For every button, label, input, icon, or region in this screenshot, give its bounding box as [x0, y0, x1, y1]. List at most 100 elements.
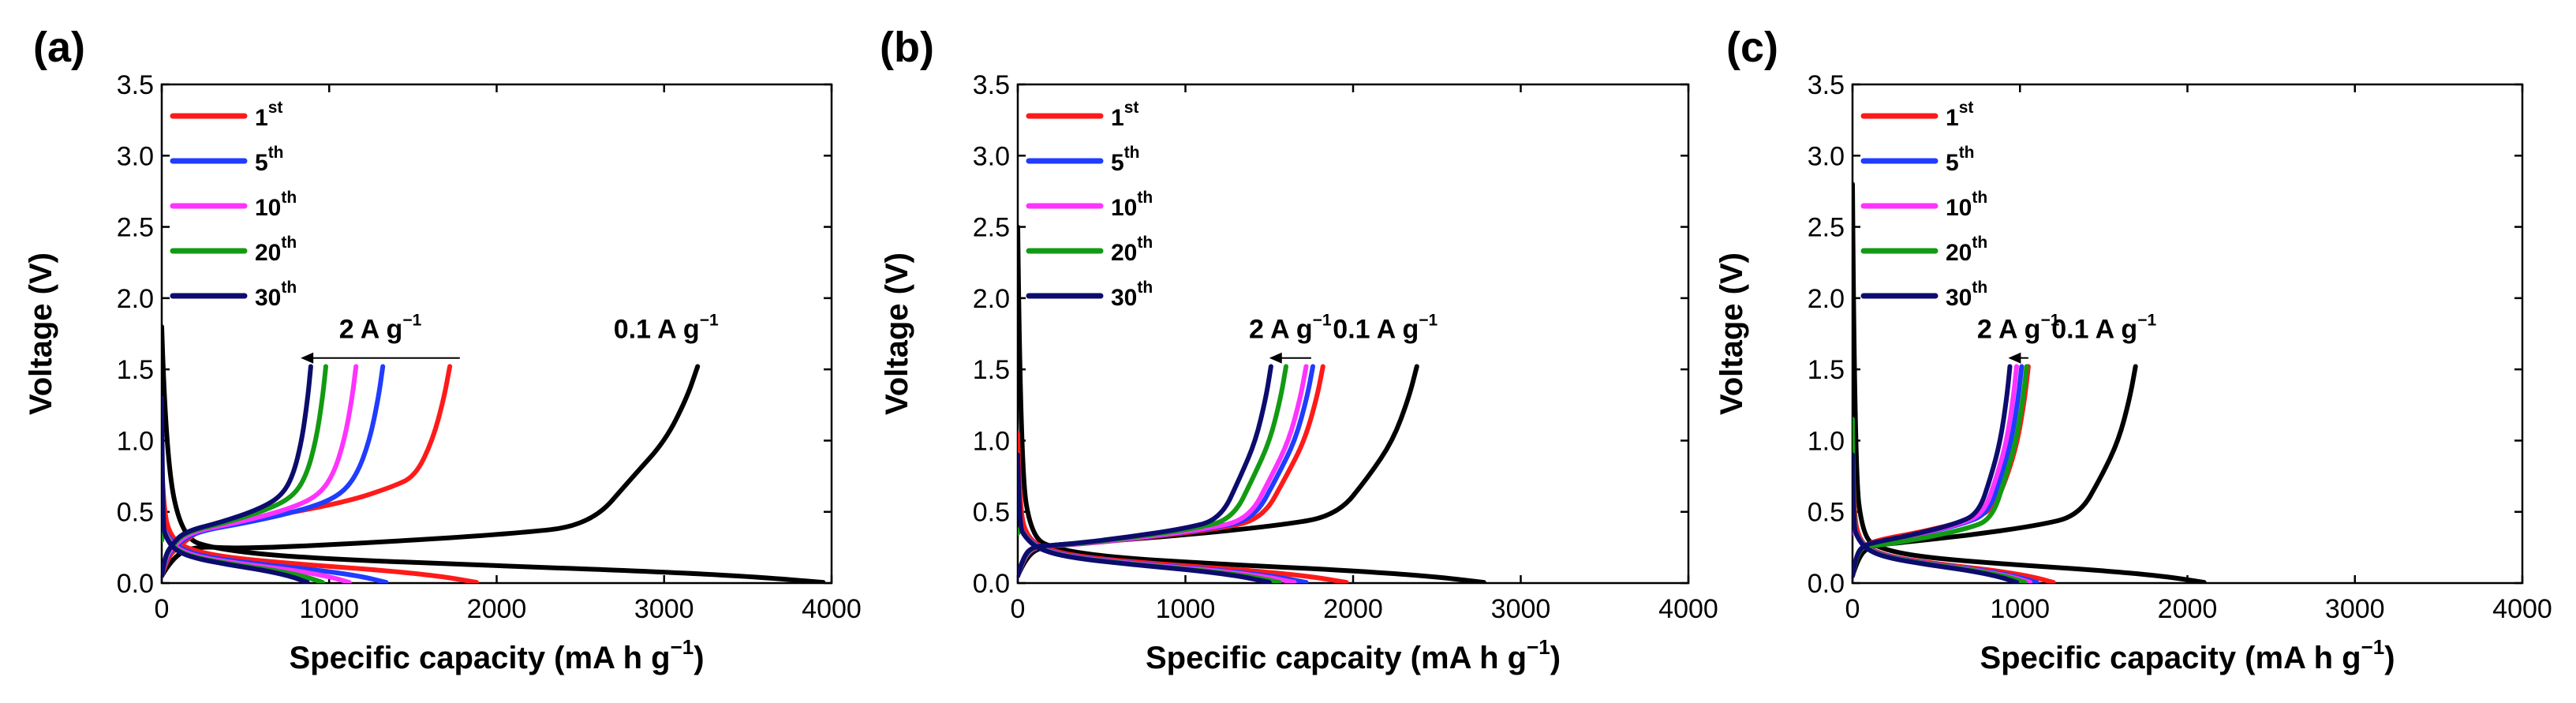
legend-entry-sup: th	[1124, 144, 1140, 162]
legend-entry: 30th	[1111, 279, 1153, 311]
x-tick-label: 2000	[467, 594, 527, 624]
legend-entry-text: 30	[1111, 285, 1137, 311]
x-tick-label: 0	[155, 594, 170, 624]
rate-label-2A: 2 A g−1	[1249, 311, 1332, 344]
panel-a: (a) 0 1000 2000 3000 4000 0.0 0.5 1.0 1.5 2.0 2.5 3.…	[24, 24, 862, 675]
rate-arrow-head	[1269, 352, 1282, 364]
charge-curve-30th	[162, 364, 313, 578]
legend-entry: 5th	[255, 144, 284, 176]
legend-entry-text: 5	[255, 150, 268, 176]
legend-entry-text: 1	[1111, 105, 1124, 131]
legend-entry-text: 30	[255, 285, 281, 311]
y-tick-label: 0.0	[973, 569, 1010, 599]
y-tick-label: 1.5	[1808, 355, 1845, 385]
discharge-curve-0-1-a-g-1	[1853, 181, 2207, 583]
x-axis-title-text: Specific capcaity (mA h g	[1146, 641, 1527, 675]
x-tick-label: 3000	[634, 594, 694, 624]
legend-entry: 20th	[1111, 234, 1153, 266]
panel-b: (b) 0 1000 2000 3000 4000 0.0 0.5 1.0 1.5 2.0 2.5 3.…	[880, 24, 1718, 675]
legend-entry: 10th	[255, 189, 297, 221]
legend-entry-sup: th	[281, 189, 297, 207]
legend-entry-sup: th	[281, 234, 297, 252]
legend-entry-sup: th	[281, 279, 297, 297]
x-tick-label: 1000	[299, 594, 359, 624]
rate-label-0.1A: 0.1 A g−1	[2051, 311, 2156, 344]
discharge-curve-0-1-a-g-1	[1018, 224, 1486, 583]
rate-label-0.1A-text: 0.1 A g	[614, 314, 700, 344]
x-axis-title-text: Specific capacity (mA h g	[1980, 641, 2361, 675]
x-axis-title-text: Specific capacity (mA h g	[289, 641, 670, 675]
y-tick-label: 3.5	[117, 70, 154, 100]
legend-entry-sup: st	[268, 99, 283, 117]
charge-curve-0-1-a-g-1	[162, 364, 701, 578]
panel-letter: (b)	[880, 24, 934, 71]
legend-entry-sup: st	[1959, 99, 1974, 117]
legend-entry: 30th	[255, 279, 297, 311]
legend-entry: 1st	[1111, 99, 1138, 131]
y-tick-label: 3.5	[973, 70, 1010, 100]
y-tick-label: 1.0	[117, 426, 154, 456]
legend-entry: 5th	[1946, 144, 1975, 176]
legend-entry-sup: st	[1124, 99, 1139, 117]
y-tick-label: 3.0	[117, 141, 154, 171]
charge-curve-30th	[1853, 364, 2013, 578]
legend-entry: 5th	[1111, 144, 1140, 176]
x-tick-label: 0	[1845, 594, 1860, 624]
y-tick-label: 3.0	[973, 141, 1010, 171]
rate-label-0.1A: 0.1 A g−1	[1333, 311, 1438, 344]
legend-entry-text: 20	[255, 240, 281, 266]
legend-entry: 30th	[1946, 279, 1987, 311]
x-tick-label: 1000	[1156, 594, 1216, 624]
y-tick-label: 0.5	[973, 498, 1010, 528]
curves	[1853, 181, 2207, 583]
x-axis-title-close: )	[2384, 641, 2395, 675]
y-tick-label: 2.5	[1808, 213, 1845, 243]
x-tick-label: 0	[1011, 594, 1026, 624]
x-axis-title: Specific capacity (mA h g−1)	[1980, 635, 2395, 675]
legend-entry-sup: th	[1972, 279, 1987, 297]
legend-entry-sup: th	[1137, 189, 1153, 207]
y-tick-label: 1.0	[973, 426, 1010, 456]
legend-entry: 20th	[1946, 234, 1987, 266]
legend-entry: 1st	[255, 99, 282, 131]
y-tick-label: 0.0	[117, 569, 154, 599]
x-tick-label: 1000	[1990, 594, 2050, 624]
legend-entry-text: 10	[1111, 195, 1137, 221]
legend-entry-text: 5	[1111, 150, 1124, 176]
x-axis-title-close: )	[694, 641, 704, 675]
x-axis-title-close: )	[1550, 641, 1561, 675]
rate-label-0.1A-sup: −1	[700, 311, 719, 329]
panel-letter: (a)	[33, 24, 85, 71]
discharge-curve-30th	[1018, 452, 1272, 583]
x-axis-title-sup: −1	[671, 635, 694, 659]
rate-label-0.1A-text: 0.1 A g	[1333, 314, 1419, 344]
y-tick-label: 2.5	[117, 213, 154, 243]
legend-entry-text: 1	[1946, 105, 1959, 131]
discharge-curve-1st	[162, 459, 479, 583]
y-axis-title: Voltage (V)	[880, 252, 914, 415]
x-tick-label: 4000	[2492, 594, 2552, 624]
y-tick-label: 1.5	[117, 355, 154, 385]
legend-entry-sup: th	[1137, 279, 1153, 297]
legend-entry-sup: th	[1972, 189, 1987, 207]
legend-entry: 10th	[1946, 189, 1987, 221]
discharge-curve-30th	[1853, 452, 2019, 583]
legend-entry-text: 5	[1946, 150, 1959, 176]
rate-arrow-head	[301, 352, 314, 364]
x-tick-label: 3000	[1491, 594, 1551, 624]
y-tick-label: 0.5	[1808, 498, 1845, 528]
curves	[162, 324, 826, 583]
y-tick-label: 2.5	[973, 213, 1010, 243]
x-tick-label: 3000	[2325, 594, 2385, 624]
legend-entry-text: 10	[1946, 195, 1972, 221]
rate-label-0.1A-sup: −1	[1419, 311, 1438, 329]
x-tick-label: 4000	[1658, 594, 1718, 624]
curves	[1018, 224, 1486, 583]
rate-label-2A: 2 A g−1	[339, 311, 422, 344]
rate-label-0.1A-text: 0.1 A g	[2051, 314, 2137, 344]
charge-curve-30th	[1018, 364, 1273, 578]
rate-arrow-head	[2008, 352, 2021, 364]
